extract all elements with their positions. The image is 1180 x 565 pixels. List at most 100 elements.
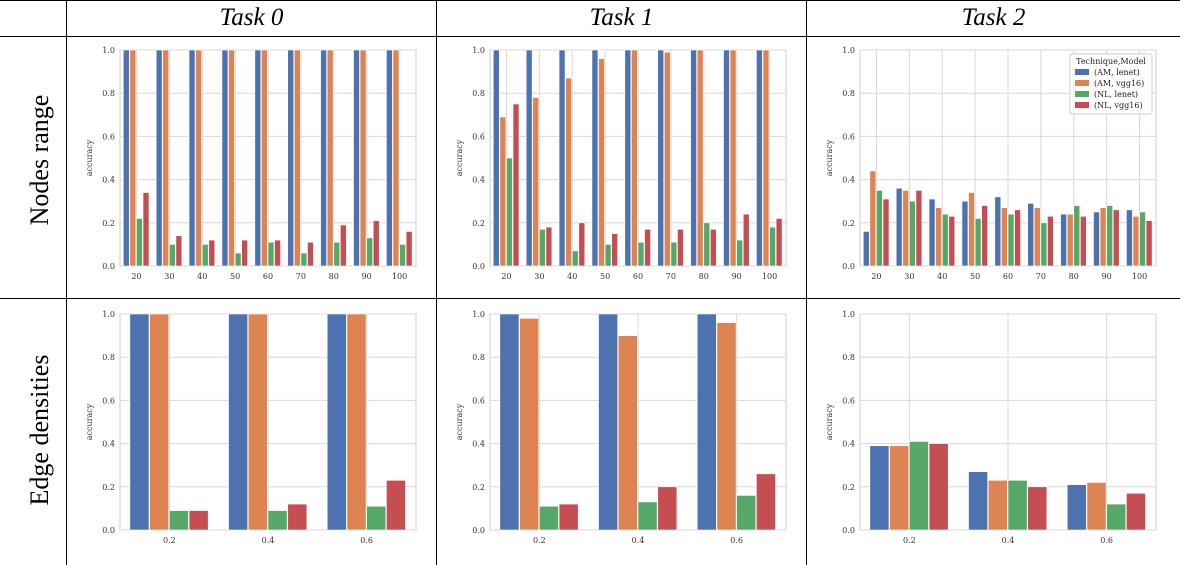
legend-swatch [1075, 91, 1089, 97]
y-tick-label: 0.8 [102, 89, 115, 98]
column-header-task0: Task 0 [219, 4, 284, 31]
x-tick-label: 0.4 [1002, 536, 1015, 545]
bar [895, 187, 903, 267]
y-tick-label: 0.2 [842, 219, 855, 228]
x-tick-label: 20 [871, 272, 881, 281]
bar [294, 49, 301, 267]
bar [909, 441, 929, 531]
bar [716, 322, 737, 531]
y-axis-label: accuracy [85, 403, 94, 440]
bar [935, 207, 942, 267]
bar [657, 49, 665, 267]
bar [267, 510, 288, 531]
bar [869, 170, 877, 267]
y-tick-label: 0.6 [102, 132, 115, 141]
y-tick-label: 0.6 [842, 396, 855, 405]
legend-swatch [1075, 80, 1089, 86]
bar [247, 313, 268, 531]
bar [696, 49, 704, 267]
bar [558, 49, 566, 267]
x-tick-label: 70 [296, 272, 306, 281]
y-tick-label: 0.2 [472, 483, 485, 492]
bar [169, 510, 189, 531]
bar [1040, 222, 1048, 267]
x-tick-label: 20 [131, 272, 141, 281]
table-row-rule [0, 298, 1180, 299]
legend-entry: (NL, lenet) [1094, 90, 1138, 99]
bar [506, 157, 513, 267]
bar [1112, 209, 1120, 267]
bar [372, 220, 380, 267]
y-tick-label: 0.4 [842, 176, 855, 185]
bar [340, 224, 347, 267]
bar [928, 198, 936, 267]
x-tick-label: 40 [937, 272, 947, 281]
bar [149, 313, 170, 531]
bar [736, 495, 757, 531]
y-tick-label: 0.6 [102, 396, 115, 405]
bar [1126, 492, 1146, 531]
bar [677, 228, 684, 267]
bar [532, 97, 540, 267]
bar [254, 49, 262, 267]
bar [405, 231, 413, 267]
column-header-task2: Task 2 [961, 4, 1026, 31]
bar [155, 49, 163, 267]
bar [1073, 205, 1081, 267]
bar [136, 218, 143, 267]
y-tick-label: 0.2 [102, 219, 115, 228]
y-tick-label: 0.0 [842, 526, 855, 535]
x-tick-label: 0.4 [262, 536, 275, 545]
chart-edges-task0: 0.0 0.2 0.4 0.6 0.8 1.0 accuracy 0.2 0.4 0.6 [85, 310, 417, 545]
table-header-rule [0, 36, 1180, 37]
bar [1066, 484, 1087, 531]
bar [1086, 482, 1107, 531]
bar [1034, 207, 1041, 267]
y-axis-label: accuracy [825, 139, 834, 176]
bar [208, 239, 216, 267]
bar [1066, 213, 1074, 267]
y-tick-label: 0.0 [102, 526, 115, 535]
table-left-rule [66, 0, 67, 565]
x-tick-label: 90 [362, 272, 372, 281]
bar [287, 503, 308, 531]
bar [882, 198, 890, 267]
legend [1069, 53, 1153, 115]
bar [736, 239, 743, 267]
x-tick-label: 60 [263, 272, 273, 281]
bar [1007, 480, 1028, 531]
table-col-rule-2 [806, 0, 807, 565]
y-tick-label: 0.8 [842, 89, 855, 98]
x-tick-label: 20 [501, 272, 511, 281]
bar [876, 190, 883, 267]
bar [1099, 207, 1107, 267]
x-tick-label: 0.6 [730, 536, 743, 545]
bar [756, 49, 763, 267]
y-tick-label: 0.6 [472, 396, 485, 405]
legend-swatch [1075, 69, 1089, 75]
bar [723, 49, 730, 267]
x-tick-label: 40 [567, 272, 577, 281]
y-tick-label: 0.0 [102, 262, 115, 271]
bar [756, 473, 776, 531]
bar [909, 200, 916, 267]
bar [195, 49, 202, 267]
bar [703, 222, 711, 267]
bar [981, 205, 988, 267]
y-tick-label: 1.0 [472, 46, 485, 55]
bar [742, 213, 750, 267]
bar [631, 49, 638, 267]
legend-title: Technique,Model [1076, 57, 1146, 66]
x-tick-label: 80 [1069, 272, 1079, 281]
bar [228, 49, 235, 267]
bar [386, 49, 393, 267]
bar [1027, 486, 1048, 531]
bar [1093, 211, 1100, 267]
bar [326, 49, 334, 267]
bar [578, 222, 586, 267]
chart-nodes-task0: 0.0 0.2 0.4 0.6 0.8 1.0 accuracy 20 30 40 50 60 70 80… [85, 46, 417, 281]
y-tick-label: 1.0 [102, 310, 115, 319]
x-tick-label: 0.6 [360, 536, 373, 545]
bar [869, 445, 890, 531]
chart-nodes-task1: 0.0 0.2 0.4 0.6 0.8 1.0 accuracy 20 30 40 50 60 70 80… [455, 46, 787, 281]
